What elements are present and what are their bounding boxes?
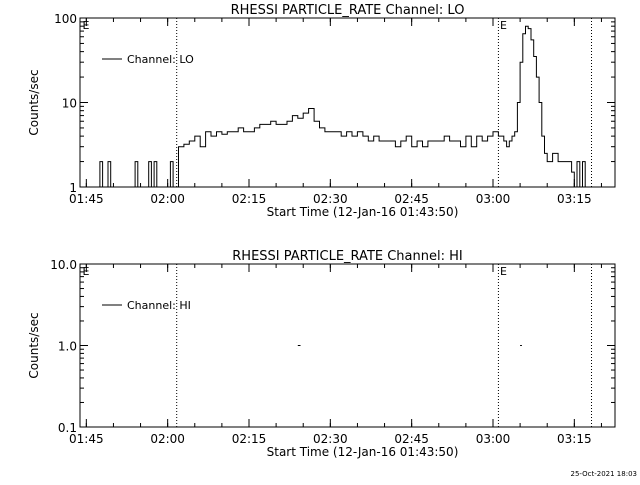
x-tick-label: 02:30 bbox=[313, 432, 348, 446]
chart-title: RHESSI PARTICLE_RATE Channel: LO bbox=[231, 3, 465, 18]
x-tick-label: 03:15 bbox=[557, 432, 592, 446]
y-tick-label: 10.0 bbox=[50, 258, 77, 272]
legend-label: Channel: LO bbox=[127, 53, 194, 66]
x-tick-label: 01:45 bbox=[69, 192, 104, 206]
x-axis-label: Start Time (12-Jan-16 01:43:50) bbox=[267, 445, 459, 459]
plot-frame bbox=[79, 17, 616, 188]
series-line-lo bbox=[97, 25, 586, 188]
event-marker-label: E bbox=[83, 19, 90, 32]
panel-hi: RHESSI PARTICLE_RATE Channel: HI 0.1 1.0 10… bbox=[27, 249, 616, 459]
event-marker-label: E bbox=[83, 265, 90, 278]
x-tick-label: 02:15 bbox=[232, 192, 267, 206]
x-tick-label: 02:30 bbox=[313, 192, 348, 206]
x-tick-label: 02:45 bbox=[394, 192, 429, 206]
plot-frame bbox=[79, 263, 616, 428]
x-tick-label: 01:45 bbox=[69, 432, 104, 446]
legend-label: Channel: HI bbox=[127, 299, 191, 312]
y-tick-label: 0.1 bbox=[58, 421, 77, 435]
chart-title: RHESSI PARTICLE_RATE Channel: HI bbox=[232, 249, 462, 264]
x-tick-label: 03:00 bbox=[476, 192, 511, 206]
y-axis-label: Counts/sec bbox=[27, 312, 41, 378]
x-tick-label: 02:45 bbox=[394, 432, 429, 446]
x-tick-label: 02:15 bbox=[232, 432, 267, 446]
event-marker-label: E bbox=[500, 19, 507, 32]
x-tick-label: 03:15 bbox=[557, 192, 592, 206]
y-axis-label: Counts/sec bbox=[27, 69, 41, 135]
y-tick-label: 100 bbox=[54, 12, 77, 26]
event-marker-label: E bbox=[500, 265, 507, 278]
y-tick-label: 10 bbox=[62, 97, 77, 111]
x-tick-label: 02:00 bbox=[150, 192, 185, 206]
x-tick-label: 02:00 bbox=[150, 432, 185, 446]
x-axis-label: Start Time (12-Jan-16 01:43:50) bbox=[267, 205, 459, 219]
y-tick-label: 1 bbox=[69, 181, 77, 195]
y-tick-label: 1.0 bbox=[58, 340, 77, 354]
panel-lo: RHESSI PARTICLE_RATE Channel: LO 1 10 100 01… bbox=[27, 3, 616, 219]
x-tick-label: 03:00 bbox=[476, 432, 511, 446]
timestamp-footer: 25-Oct-2021 18:03 bbox=[571, 470, 637, 478]
